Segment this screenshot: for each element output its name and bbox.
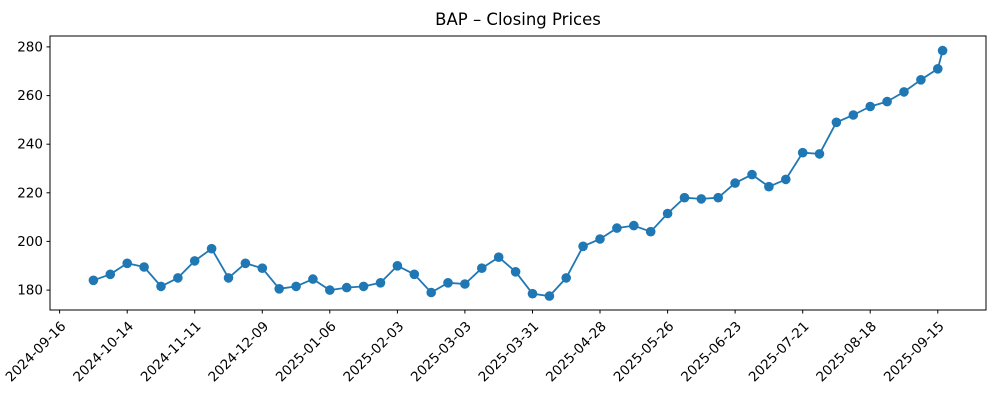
x-tick-label: 2025-03-31: [476, 319, 543, 386]
data-point: [764, 181, 774, 192]
x-tick-label: 2024-10-14: [70, 319, 137, 386]
data-point: [544, 291, 555, 301]
data-point: [797, 147, 808, 158]
plot-border: [49, 35, 987, 311]
data-point: [595, 234, 605, 244]
y-tick-label: 260: [17, 88, 43, 104]
data-point: [730, 178, 740, 188]
data-point: [88, 275, 99, 286]
data-point: [937, 45, 948, 56]
data-point: [409, 269, 420, 280]
y-tick-label: 240: [17, 137, 43, 153]
data-point: [274, 284, 285, 294]
data-point: [156, 281, 166, 292]
data-point: [747, 169, 757, 180]
data-point: [781, 174, 791, 185]
data-point: [189, 256, 200, 266]
data-point: [831, 117, 842, 128]
data-point: [848, 110, 859, 120]
data-point: [713, 192, 723, 203]
data-point: [291, 281, 301, 292]
data-point: [662, 208, 673, 219]
data-point: [375, 278, 386, 288]
data-point: [460, 279, 470, 289]
data-point: [561, 273, 571, 283]
data-point: [105, 269, 116, 280]
data-point: [493, 252, 504, 262]
data-point: [865, 101, 875, 112]
x-tick-label: 2024-11-11: [138, 319, 205, 386]
data-point: [629, 220, 639, 231]
x-tick-label: 2025-09-15: [881, 319, 948, 386]
data-point: [645, 226, 656, 237]
data-point: [392, 261, 403, 271]
x-tick-label: 2025-03-03: [408, 319, 475, 386]
data-point: [426, 287, 437, 298]
x-tick-label: 2025-04-28: [543, 319, 610, 386]
data-point: [173, 273, 183, 283]
x-tick-label: 2024-12-09: [205, 319, 272, 386]
x-tick-label: 2025-06-23: [678, 319, 745, 386]
data-point: [477, 263, 487, 274]
data-point: [139, 262, 149, 272]
x-tick-label: 2025-02-03: [340, 319, 407, 386]
y-tick-label: 280: [17, 39, 43, 55]
x-tick-label: 2025-05-26: [611, 319, 678, 386]
data-point: [122, 258, 132, 269]
data-point: [240, 258, 251, 269]
data-point: [814, 149, 825, 159]
data-point: [308, 274, 318, 284]
data-point: [325, 285, 335, 295]
data-point: [527, 288, 538, 299]
data-point: [206, 243, 217, 254]
chart-title: BAP – Closing Prices: [435, 10, 601, 29]
data-point: [696, 194, 707, 204]
data-point: [510, 267, 521, 277]
data-point: [341, 282, 352, 293]
data-point: [612, 223, 622, 233]
data-point: [679, 192, 690, 203]
y-tick-label: 180: [17, 283, 43, 299]
data-point: [899, 87, 909, 97]
x-tick-label: 2024-09-16: [3, 319, 70, 386]
x-tick-label: 2025-07-21: [746, 319, 813, 386]
data-point: [933, 64, 943, 74]
data-point: [223, 273, 234, 283]
data-point: [257, 263, 268, 274]
x-tick-label: 2025-01-06: [273, 319, 340, 386]
data-point: [882, 96, 892, 107]
x-tick-label: 2025-08-18: [813, 319, 880, 386]
data-point: [578, 241, 588, 252]
y-tick-label: 220: [17, 185, 43, 201]
y-tick-label: 200: [17, 234, 43, 250]
data-point: [916, 75, 926, 85]
price-line: [93, 50, 944, 298]
data-point: [358, 281, 369, 292]
data-point: [443, 278, 453, 288]
